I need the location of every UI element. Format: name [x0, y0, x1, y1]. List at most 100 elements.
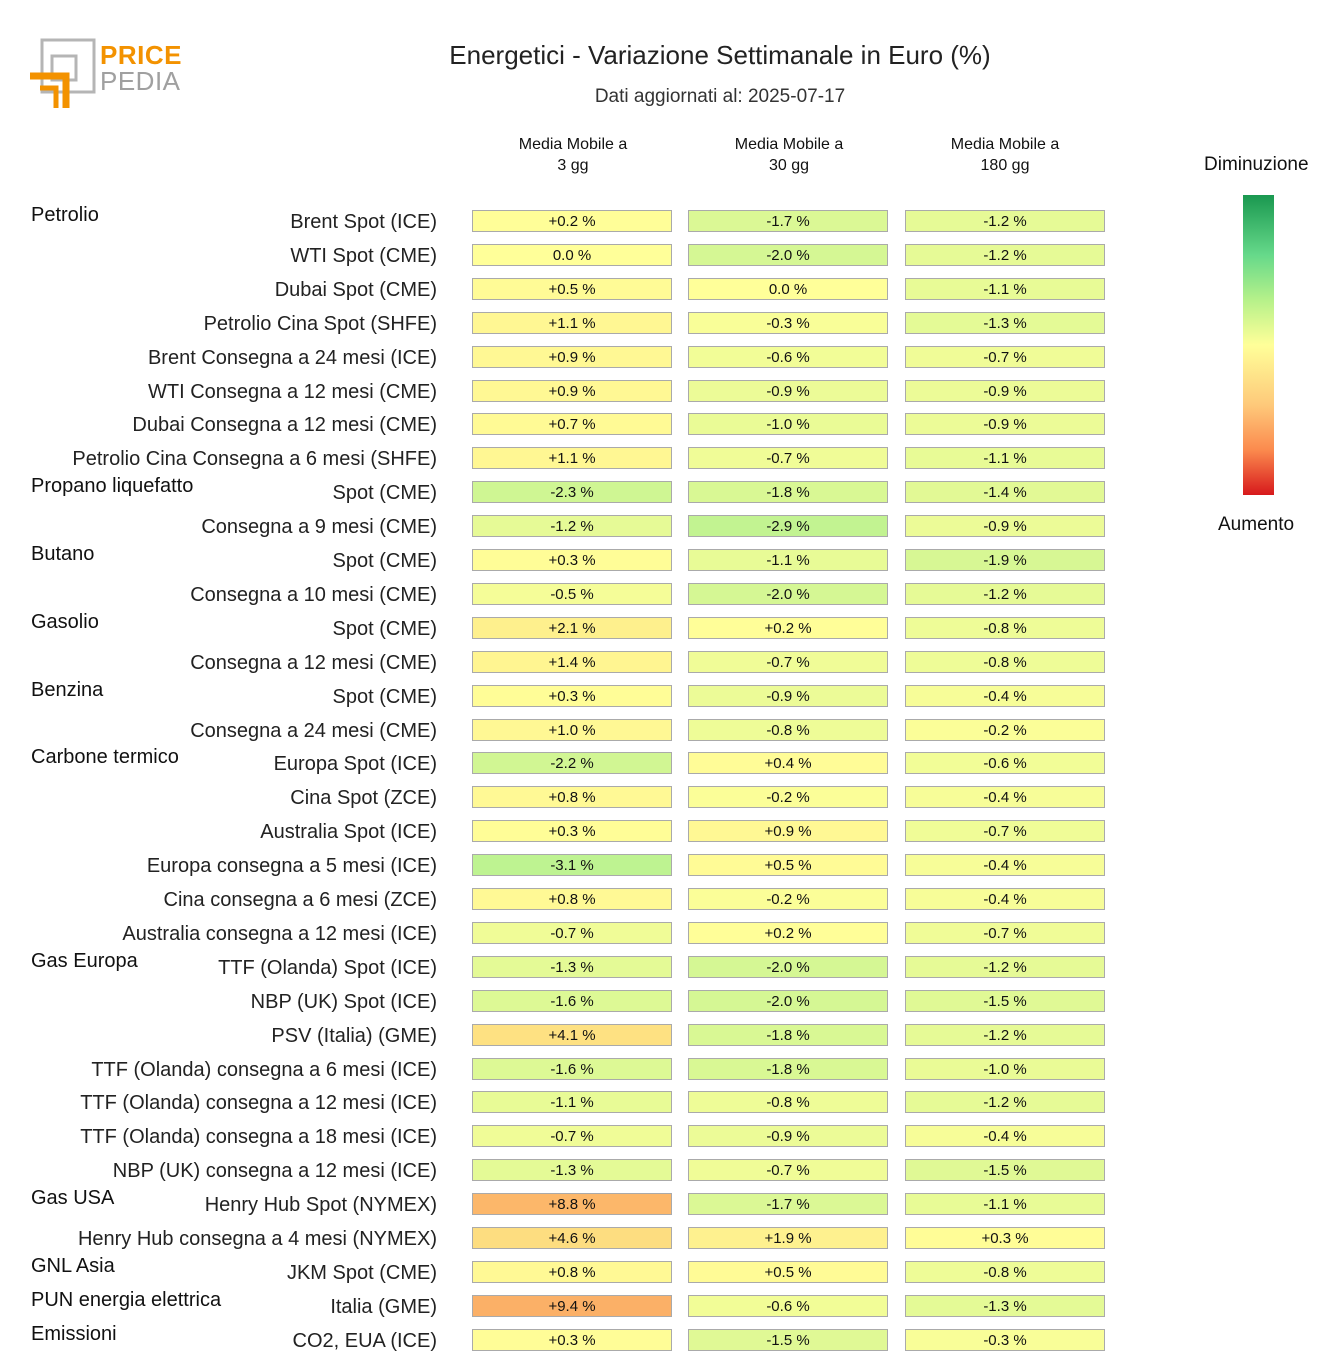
heatmap-cell: -0.7 %	[688, 650, 888, 673]
row-label: WTI Consegna a 12 mesi (CME)	[148, 380, 437, 403]
heatmap-cell: -0.7 %	[472, 1125, 672, 1148]
heatmap-cell: +0.3 %	[472, 684, 672, 707]
heatmap-cell: +1.1 %	[472, 447, 672, 470]
heatmap-cell: +2.1 %	[472, 616, 672, 639]
heatmap-cell: -1.1 %	[688, 549, 888, 571]
group-label: Gas Europa	[31, 949, 138, 972]
row-label: NBP (UK) Spot (ICE)	[250, 990, 437, 1013]
column-header-180gg: Media Mobile a 180 gg	[950, 136, 1060, 174]
heatmap-cell: +1.9 %	[688, 1227, 888, 1249]
color-scale-bar	[1243, 195, 1274, 495]
heatmap-cell: -1.0 %	[905, 1057, 1105, 1080]
heatmap-cell: -1.3 %	[905, 311, 1105, 334]
row-label: Italia (GME)	[330, 1295, 437, 1318]
heatmap-cell: -1.4 %	[905, 481, 1105, 504]
row-label: TTF (Olanda) consegna a 12 mesi (ICE)	[80, 1092, 437, 1115]
row-label: Spot (CME)	[332, 617, 437, 640]
heatmap-cell: -0.9 %	[905, 413, 1105, 436]
chart-title: Energetici - Variazione Settimanale in E…	[449, 40, 991, 70]
heatmap-cell: -1.6 %	[472, 1057, 672, 1080]
row-label: Henry Hub Spot (NYMEX)	[204, 1194, 437, 1217]
group-label: Gasolio	[31, 610, 99, 633]
heatmap-cell: 0.0 %	[688, 277, 888, 300]
heatmap-cell: -0.8 %	[688, 718, 888, 741]
heatmap-cell: -0.4 %	[905, 684, 1105, 707]
logo-mark	[30, 38, 96, 108]
heatmap-cell: -0.8 %	[905, 1260, 1105, 1283]
row-label: Petrolio Cina Consegna a 6 mesi (SHFE)	[72, 448, 437, 471]
heatmap-cell: -0.8 %	[905, 616, 1105, 639]
heatmap-cell: -2.0 %	[688, 989, 888, 1012]
heatmap-cell: -0.9 %	[688, 1125, 888, 1148]
heatmap-cell: +0.9 %	[472, 379, 672, 402]
group-label: Gas USA	[31, 1187, 115, 1210]
heatmap-cell: -1.7 %	[688, 1193, 888, 1216]
heatmap-cell: -0.7 %	[688, 1159, 888, 1182]
heatmap-cell: -0.9 %	[688, 684, 888, 707]
heatmap-cell: +0.5 %	[688, 854, 888, 877]
heatmap-cell: -1.2 %	[472, 515, 672, 538]
heatmap-cell: -0.4 %	[905, 786, 1105, 809]
row-label: Dubai Spot (CME)	[274, 278, 437, 301]
heatmap-cell: -0.9 %	[688, 379, 888, 402]
heatmap-cell: -0.3 %	[688, 311, 888, 334]
heatmap-cell: -0.7 %	[472, 921, 672, 944]
chart-subtitle: Dati aggiornati al: 2025-07-17	[594, 86, 846, 107]
heatmap-cell: +0.3 %	[472, 820, 672, 843]
heatmap-cell: +0.9 %	[688, 820, 888, 843]
heatmap-cell: +0.3 %	[905, 1227, 1105, 1249]
heatmap-cell: +8.8 %	[472, 1193, 672, 1216]
heatmap-cell: -1.3 %	[905, 1294, 1105, 1317]
heatmap-cell: -0.2 %	[688, 888, 888, 910]
logo-line1: PRICE	[100, 40, 182, 70]
heatmap-cell: -1.1 %	[472, 1091, 672, 1114]
heatmap-cell: -0.6 %	[905, 752, 1105, 775]
heatmap-cell: +0.4 %	[688, 752, 888, 775]
heatmap-cell: -1.3 %	[472, 1159, 672, 1182]
row-label: Dubai Consegna a 12 mesi (CME)	[132, 414, 437, 437]
heatmap-cell: -2.9 %	[688, 515, 888, 538]
row-label: Consegna a 24 mesi (CME)	[190, 719, 437, 742]
heatmap-cell: -1.5 %	[905, 989, 1105, 1012]
heatmap-cell: -0.3 %	[905, 1328, 1105, 1351]
heatmap-cell: -0.4 %	[905, 1125, 1105, 1148]
heatmap-cell: -0.7 %	[905, 345, 1105, 368]
row-label: TTF (Olanda) consegna a 6 mesi (ICE)	[91, 1058, 437, 1081]
row-label: Cina consegna a 6 mesi (ZCE)	[163, 889, 437, 911]
heatmap-cell: -0.7 %	[688, 447, 888, 470]
heatmap-cell: -1.1 %	[905, 277, 1105, 300]
heatmap-cell: -0.4 %	[905, 888, 1105, 910]
row-label: Consegna a 10 mesi (CME)	[190, 583, 437, 606]
heatmap-cell: -2.0 %	[688, 243, 888, 266]
heatmap-cell: +1.1 %	[472, 311, 672, 334]
heatmap-cell: +0.5 %	[688, 1260, 888, 1283]
heatmap-cell: -1.2 %	[905, 1023, 1105, 1046]
row-label: CO2, EUA (ICE)	[292, 1329, 437, 1352]
heatmap-cell: -1.8 %	[688, 1057, 888, 1080]
row-label: Henry Hub consegna a 4 mesi (NYMEX)	[77, 1228, 437, 1250]
group-label: Petrolio	[31, 204, 99, 226]
group-label: Butano	[31, 543, 95, 565]
heatmap-cell: -0.6 %	[688, 1294, 888, 1317]
heatmap-cell: -2.3 %	[472, 481, 672, 504]
heatmap-cell: +0.2 %	[472, 210, 672, 232]
heatmap-cell: -1.2 %	[905, 582, 1105, 605]
heatmap-cell: -0.8 %	[688, 1091, 888, 1114]
column-header-3gg: Media Mobile a 3 gg	[518, 136, 628, 174]
heatmap-cell: -0.4 %	[905, 854, 1105, 877]
row-label: PSV (Italia) (GME)	[271, 1024, 437, 1047]
row-label: Consegna a 9 mesi (CME)	[201, 516, 437, 539]
heatmap-cell: -1.5 %	[905, 1159, 1105, 1182]
heatmap-cell: +0.2 %	[688, 616, 888, 639]
row-label: Brent Spot (ICE)	[290, 211, 437, 233]
row-label: Petrolio Cina Spot (SHFE)	[203, 312, 437, 335]
heatmap-cell: -2.2 %	[472, 752, 672, 775]
heatmap-cell: -1.0 %	[688, 413, 888, 436]
heatmap-cell: +4.6 %	[472, 1227, 672, 1249]
row-label: Spot (CME)	[332, 685, 437, 708]
heatmap-cell: -1.5 %	[688, 1328, 888, 1351]
heatmap-cell: -1.8 %	[688, 481, 888, 504]
heatmap-cell: -0.5 %	[472, 582, 672, 605]
heatmap-cell: +1.0 %	[472, 718, 672, 741]
row-label: TTF (Olanda) Spot (ICE)	[218, 956, 437, 979]
